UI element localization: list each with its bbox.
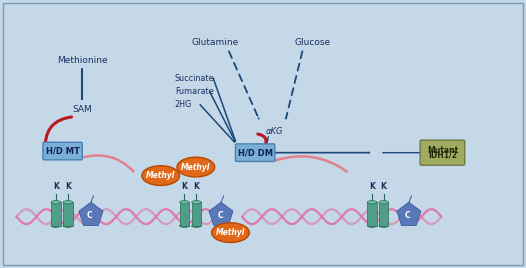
FancyBboxPatch shape: [43, 142, 82, 160]
Ellipse shape: [191, 224, 201, 227]
Ellipse shape: [379, 200, 388, 204]
FancyArrowPatch shape: [258, 134, 266, 143]
Polygon shape: [397, 202, 421, 225]
Text: C: C: [405, 211, 411, 219]
Text: K: K: [381, 182, 387, 191]
Text: Mutant: Mutant: [427, 146, 458, 155]
Text: K: K: [53, 182, 59, 191]
Text: Methyl: Methyl: [216, 228, 245, 237]
Text: Glutamine: Glutamine: [191, 38, 238, 47]
Text: IDH1/2: IDH1/2: [428, 151, 457, 159]
Text: SAM: SAM: [72, 105, 92, 114]
Text: Methyl: Methyl: [181, 163, 210, 172]
FancyArrowPatch shape: [229, 51, 259, 119]
FancyArrowPatch shape: [209, 91, 235, 141]
FancyArrowPatch shape: [200, 105, 234, 142]
FancyArrowPatch shape: [275, 156, 347, 172]
Ellipse shape: [367, 224, 377, 227]
Text: αKG: αKG: [266, 127, 284, 136]
FancyBboxPatch shape: [179, 202, 189, 226]
Ellipse shape: [179, 200, 189, 204]
FancyBboxPatch shape: [236, 144, 275, 161]
Text: C: C: [87, 211, 93, 219]
Text: C: C: [217, 211, 223, 219]
Ellipse shape: [177, 157, 215, 177]
Text: Methyl: Methyl: [146, 171, 175, 180]
FancyBboxPatch shape: [191, 202, 201, 226]
FancyBboxPatch shape: [420, 140, 464, 165]
FancyArrowPatch shape: [80, 155, 133, 171]
Ellipse shape: [379, 224, 388, 227]
FancyBboxPatch shape: [51, 202, 60, 226]
Ellipse shape: [367, 200, 377, 204]
FancyArrowPatch shape: [45, 117, 72, 143]
Text: Methionine: Methionine: [57, 56, 107, 65]
Ellipse shape: [51, 224, 60, 227]
Text: 2HG: 2HG: [175, 100, 192, 109]
Text: H/D DM: H/D DM: [238, 148, 272, 157]
Text: K: K: [369, 182, 375, 191]
FancyArrowPatch shape: [286, 51, 302, 118]
Text: K: K: [194, 182, 199, 191]
Ellipse shape: [179, 224, 189, 227]
Polygon shape: [79, 202, 103, 225]
Text: K: K: [181, 182, 187, 191]
Text: H/D MT: H/D MT: [46, 147, 79, 155]
Text: Succinate: Succinate: [175, 73, 215, 83]
Ellipse shape: [211, 223, 249, 243]
FancyBboxPatch shape: [379, 202, 388, 226]
Polygon shape: [209, 202, 233, 225]
Text: Fumarate: Fumarate: [175, 87, 214, 96]
FancyArrowPatch shape: [275, 152, 369, 153]
FancyArrowPatch shape: [383, 152, 421, 153]
FancyBboxPatch shape: [367, 202, 377, 226]
FancyArrowPatch shape: [267, 137, 268, 141]
Ellipse shape: [142, 166, 179, 185]
Text: K: K: [65, 182, 71, 191]
Ellipse shape: [51, 200, 60, 204]
FancyArrowPatch shape: [213, 78, 236, 141]
Ellipse shape: [63, 224, 73, 227]
Ellipse shape: [191, 200, 201, 204]
Text: Glucose: Glucose: [295, 38, 331, 47]
FancyBboxPatch shape: [63, 202, 73, 226]
Ellipse shape: [63, 200, 73, 204]
